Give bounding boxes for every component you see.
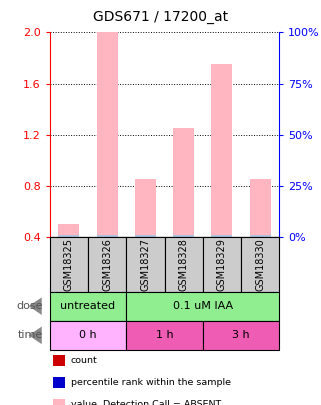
- Text: percentile rank within the sample: percentile rank within the sample: [71, 378, 231, 387]
- Bar: [126, 321, 203, 350]
- Bar: [164, 237, 203, 292]
- Bar: [97, 32, 118, 237]
- Polygon shape: [29, 297, 42, 315]
- Bar: [203, 237, 241, 292]
- Text: GSM18328: GSM18328: [179, 238, 189, 291]
- Bar: [173, 235, 194, 237]
- Text: GSM18327: GSM18327: [140, 238, 150, 291]
- Text: GSM18329: GSM18329: [217, 238, 227, 291]
- Bar: [97, 235, 118, 237]
- Bar: [88, 237, 126, 292]
- Bar: [173, 128, 194, 237]
- Bar: [250, 179, 271, 237]
- Bar: [50, 321, 126, 350]
- Bar: [135, 179, 156, 237]
- Bar: [250, 235, 271, 237]
- Text: GDS671 / 17200_at: GDS671 / 17200_at: [93, 10, 228, 24]
- Bar: [126, 292, 279, 321]
- Bar: [135, 235, 156, 237]
- Text: 3 h: 3 h: [232, 330, 250, 340]
- Text: value, Detection Call = ABSENT: value, Detection Call = ABSENT: [71, 400, 221, 405]
- Bar: [241, 237, 279, 292]
- Text: 0.1 uM IAA: 0.1 uM IAA: [173, 301, 233, 311]
- Bar: [126, 237, 164, 292]
- Bar: [50, 292, 126, 321]
- Bar: [58, 224, 79, 237]
- Text: untreated: untreated: [60, 301, 116, 311]
- Bar: [58, 235, 79, 237]
- Bar: [203, 321, 279, 350]
- Text: GSM18330: GSM18330: [255, 238, 265, 291]
- Text: GSM18325: GSM18325: [64, 238, 74, 291]
- Text: count: count: [71, 356, 98, 365]
- Text: 1 h: 1 h: [156, 330, 173, 340]
- Polygon shape: [29, 326, 42, 344]
- Text: time: time: [18, 330, 43, 340]
- Bar: [211, 235, 232, 237]
- Text: dose: dose: [17, 301, 43, 311]
- Bar: [211, 64, 232, 237]
- Bar: [50, 237, 88, 292]
- Text: 0 h: 0 h: [79, 330, 97, 340]
- Text: GSM18326: GSM18326: [102, 238, 112, 291]
